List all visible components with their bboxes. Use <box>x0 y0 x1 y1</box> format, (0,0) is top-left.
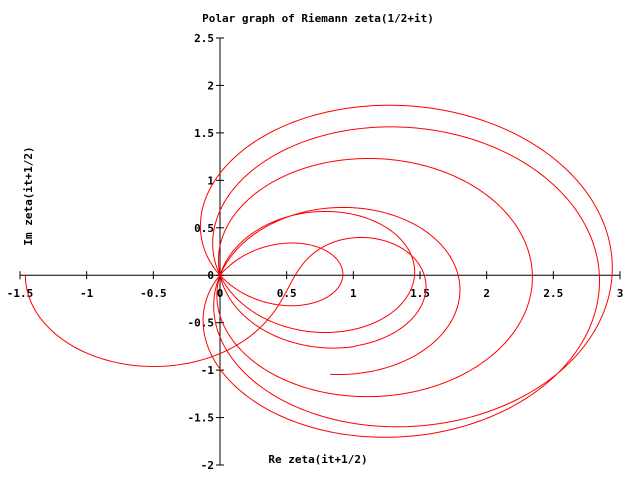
x-tick-label: 1 <box>350 287 357 300</box>
y-tick-label: -1 <box>201 364 215 377</box>
y-tick-label: 1 <box>207 174 214 187</box>
y-axis-label: Im zeta(it+1/2) <box>22 146 35 245</box>
y-tick-label: -2 <box>201 459 214 472</box>
x-tick-label: 0.5 <box>277 287 297 300</box>
x-tick-label: -0.5 <box>140 287 167 300</box>
x-tick-label: -1 <box>80 287 94 300</box>
y-tick-label: -1.5 <box>188 412 215 425</box>
y-tick-label: 0.5 <box>194 222 214 235</box>
x-tick-label: 1.5 <box>410 287 430 300</box>
ticks: -1.5 -1 -0.5 0 0.5 1 1.5 2 2.5 3-2-1.5-1-0.500.51… <box>7 32 624 472</box>
x-axis-label: Re zeta(it+1/2) <box>268 453 367 466</box>
y-tick-label: 2 <box>207 79 214 92</box>
y-tick-label: 0 <box>207 269 214 282</box>
y-tick-label: 2.5 <box>194 32 214 45</box>
x-tick-label: 2.5 <box>543 287 563 300</box>
x-tick-label: 3 <box>617 287 624 300</box>
x-tick-label: 0 <box>217 287 224 300</box>
x-tick-label: 2 <box>483 287 490 300</box>
series-line-zeta <box>24 104 613 438</box>
y-tick-label: 1.5 <box>194 127 214 140</box>
axes <box>20 38 620 465</box>
chart-title: Polar graph of Riemann zeta(1/2+it) <box>202 12 434 25</box>
y-tick-label: -0.5 <box>188 317 215 330</box>
